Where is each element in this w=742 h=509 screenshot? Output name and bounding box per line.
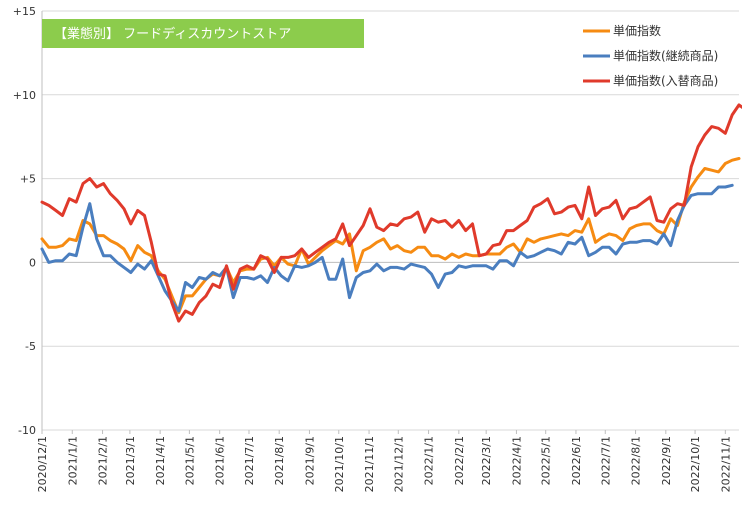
x-tick-label-8: 2021/8/1 <box>273 436 286 485</box>
y-tick-label-0: +15 <box>13 5 36 18</box>
y-tick-label-2: +5 <box>20 173 36 186</box>
x-tick-label-19: 2022/7/1 <box>599 436 612 485</box>
y-tick-label-4: -5 <box>25 340 36 353</box>
x-tick-label-12: 2021/12/1 <box>392 436 405 492</box>
x-tick-label-17: 2022/5/1 <box>540 436 553 485</box>
x-tick-label-14: 2022/2/1 <box>453 436 466 485</box>
x-tick-label-22: 2022/10/1 <box>689 436 702 492</box>
x-tick-label-20: 2022/8/1 <box>630 436 643 485</box>
x-tick-label-10: 2021/10/1 <box>333 436 346 492</box>
chart-title: 【業態別】 フードディスカウントストア <box>42 19 364 48</box>
x-tick-label-4: 2021/4/1 <box>154 436 167 485</box>
series-line-0 <box>40 157 741 315</box>
x-tick-label-11: 2021/11/1 <box>363 436 376 492</box>
x-tick-label-6: 2021/6/1 <box>214 436 227 485</box>
x-tick-label-13: 2022/1/1 <box>423 436 436 485</box>
legend-label-2: 単価指数(入替商品) <box>613 73 718 88</box>
x-tick-label-9: 2021/9/1 <box>303 436 316 485</box>
x-tick-label-0: 2020/12/1 <box>36 436 49 492</box>
y-axis-ticks: +15 +10 +5 0 -5 -10 <box>13 5 36 437</box>
x-tick-label-1: 2021/1/1 <box>66 436 79 485</box>
grid <box>41 10 739 431</box>
x-tick-label-3: 2021/3/1 <box>124 436 137 485</box>
y-tick-label-1: +10 <box>13 89 36 102</box>
series-line-2 <box>40 103 742 323</box>
x-tick-label-5: 2021/5/1 <box>183 436 196 485</box>
legend-label-1: 単価指数(継続商品) <box>613 48 718 63</box>
x-tick-label-23: 2022/11/1 <box>719 436 732 492</box>
x-tick-label-15: 2022/3/1 <box>480 436 493 485</box>
x-tick-label-16: 2022/4/1 <box>510 436 523 485</box>
x-tick-label-2: 2021/2/1 <box>97 436 110 485</box>
x-tick-label-18: 2022/6/1 <box>570 436 583 485</box>
x-tick-label-7: 2021/7/1 <box>243 436 256 485</box>
x-tick-label-21: 2022/9/1 <box>660 436 673 485</box>
x-axis-ticks: 2020/12/1 2021/1/1 2021/2/1 2021/3/1 2021/4/… <box>36 430 732 492</box>
legend-label-0: 単価指数 <box>613 23 661 38</box>
chart-title-background <box>42 19 364 48</box>
y-tick-label-3: 0 <box>29 256 36 269</box>
chart-title-text: 【業態別】 フードディスカウントストア <box>54 26 291 42</box>
y-tick-label-5: -10 <box>18 424 36 437</box>
series-lines <box>40 103 742 323</box>
series-line-1 <box>40 183 734 313</box>
